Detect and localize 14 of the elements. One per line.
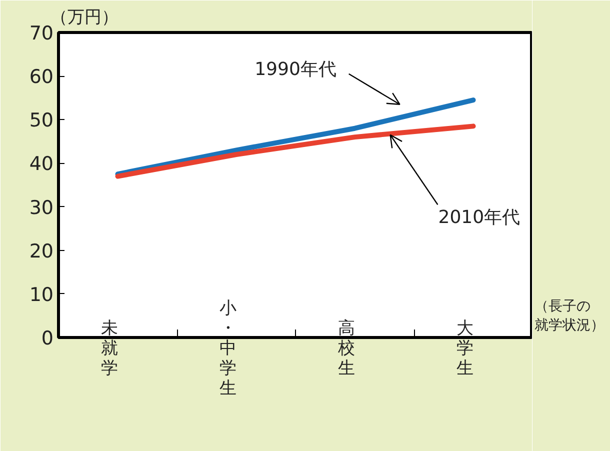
y-tick-label: 40 [29, 153, 54, 176]
y-tick-label: 30 [29, 196, 54, 219]
x-tick-label: 小・中学生 [219, 298, 236, 398]
y-tick-label: 50 [29, 110, 54, 132]
x-tick-label: 高校生 [336, 318, 355, 378]
y-tick-label: 0 [41, 328, 54, 350]
text: 2010年代 [438, 207, 520, 228]
text: 1990年代 [254, 59, 336, 80]
x-tick-label: 大学生 [456, 318, 474, 378]
x-tick-label: 未就学 [100, 318, 118, 378]
y-tick-label: 20 [29, 240, 54, 262]
x-axis-title: （長子の就学状況） [534, 298, 604, 334]
y-tick-label: 10 [29, 284, 54, 306]
y-tick-label: 60 [29, 66, 54, 88]
